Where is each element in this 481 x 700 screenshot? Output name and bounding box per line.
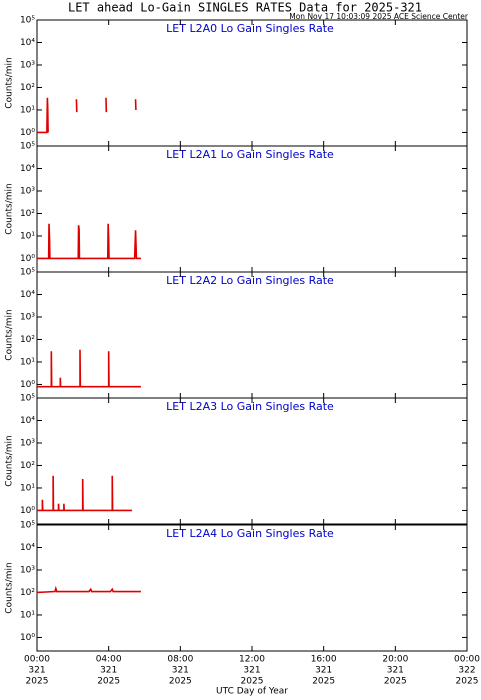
y-axis-label: Counts/min (5, 57, 15, 108)
panel-frame (36, 397, 468, 525)
x-tick-label: 16:00 (311, 655, 337, 665)
y-tick-label: 10² (20, 335, 35, 345)
panel-frame (36, 19, 468, 147)
y-axis-label: Counts/min (5, 309, 15, 360)
x-tick-day: 321 (28, 666, 45, 676)
y-tick-label: 10² (20, 83, 35, 93)
subtitle: Mon Nov 17 10:03:09 2025 ACE Science Cen… (289, 12, 469, 21)
y-tick-label: 10¹ (20, 357, 35, 367)
y-tick-label: 10³ (20, 60, 35, 70)
data-line (37, 349, 141, 388)
y-tick-label: 10³ (20, 565, 35, 575)
x-tick-label: 12:00 (239, 655, 265, 665)
x-tick-year: 2025 (384, 677, 407, 687)
y-tick-label: 10⁴ (20, 164, 35, 174)
x-tick-year: 2025 (312, 677, 335, 687)
y-tick-label: 10⁰ (20, 506, 35, 516)
y-tick-label: 10² (20, 209, 35, 219)
y-tick-label: 10¹ (20, 105, 35, 115)
x-tick-label: 00:00 (24, 655, 50, 665)
y-tick-label: 10⁰ (20, 128, 35, 138)
panel-title: LET L2A1 Lo Gain Singles Rate (166, 148, 334, 161)
x-tick-label: 00:00 (454, 655, 480, 665)
y-tick-label: 10⁰ (20, 633, 35, 643)
x-tick-label: 04:00 (96, 655, 122, 665)
page-title: LET ahead Lo-Gain SINGLES RATES Data for… (68, 1, 422, 15)
x-tick-label: 20:00 (382, 655, 408, 665)
panel-title: LET L2A2 Lo Gain Singles Rate (166, 274, 334, 287)
y-tick-label: 10¹ (20, 610, 35, 620)
x-axis-label: UTC Day of Year (216, 687, 288, 697)
y-tick-label: 10⁵ (20, 268, 35, 278)
y-tick-label: 10² (20, 588, 35, 598)
panel-frame (36, 145, 468, 273)
y-tick-label: 10⁴ (20, 543, 35, 553)
y-tick-label: 10⁴ (20, 38, 35, 48)
y-axis-label: Counts/min (5, 183, 15, 234)
y-tick-label: 10⁴ (20, 290, 35, 300)
x-tick-day: 321 (100, 666, 117, 676)
y-tick-label: 10³ (20, 186, 35, 196)
x-tick-day: 322 (458, 666, 475, 676)
x-tick-year: 2025 (97, 677, 120, 687)
x-tick-day: 321 (243, 666, 260, 676)
x-tick-day: 321 (387, 666, 404, 676)
x-tick-year: 2025 (26, 677, 49, 687)
data-line (36, 585, 141, 594)
x-tick-day: 321 (315, 666, 332, 676)
y-tick-label: 10¹ (20, 231, 35, 241)
x-tick-year: 2025 (169, 677, 192, 687)
panel-frame (36, 524, 468, 652)
y-axis-label: Counts/min (5, 435, 15, 486)
y-tick-label: 10² (20, 461, 35, 471)
y-tick-label: 10³ (20, 312, 35, 322)
data-line (37, 97, 137, 134)
y-tick-label: 10⁴ (20, 416, 35, 426)
y-axis-label: Counts/min (5, 562, 15, 613)
data-line (37, 475, 132, 512)
y-tick-label: 10⁵ (20, 16, 35, 26)
y-tick-label: 10⁰ (20, 254, 35, 264)
panel-frame (36, 271, 468, 399)
x-tick-year: 2025 (456, 677, 479, 687)
x-tick-day: 321 (172, 666, 189, 676)
panel-title: LET L2A0 Lo Gain Singles Rate (166, 22, 334, 35)
y-tick-label: 10⁵ (20, 394, 35, 404)
y-tick-label: 10⁵ (20, 521, 35, 531)
y-tick-label: 10¹ (20, 483, 35, 493)
data-line (37, 223, 141, 260)
y-tick-label: 10³ (20, 438, 35, 448)
panel-title: LET L2A4 Lo Gain Singles Rate (166, 527, 334, 540)
x-tick-year: 2025 (241, 677, 264, 687)
y-tick-label: 10⁵ (20, 142, 35, 152)
x-tick-label: 08:00 (167, 655, 193, 665)
panel-title: LET L2A3 Lo Gain Singles Rate (166, 400, 334, 413)
y-tick-label: 10⁰ (20, 380, 35, 390)
